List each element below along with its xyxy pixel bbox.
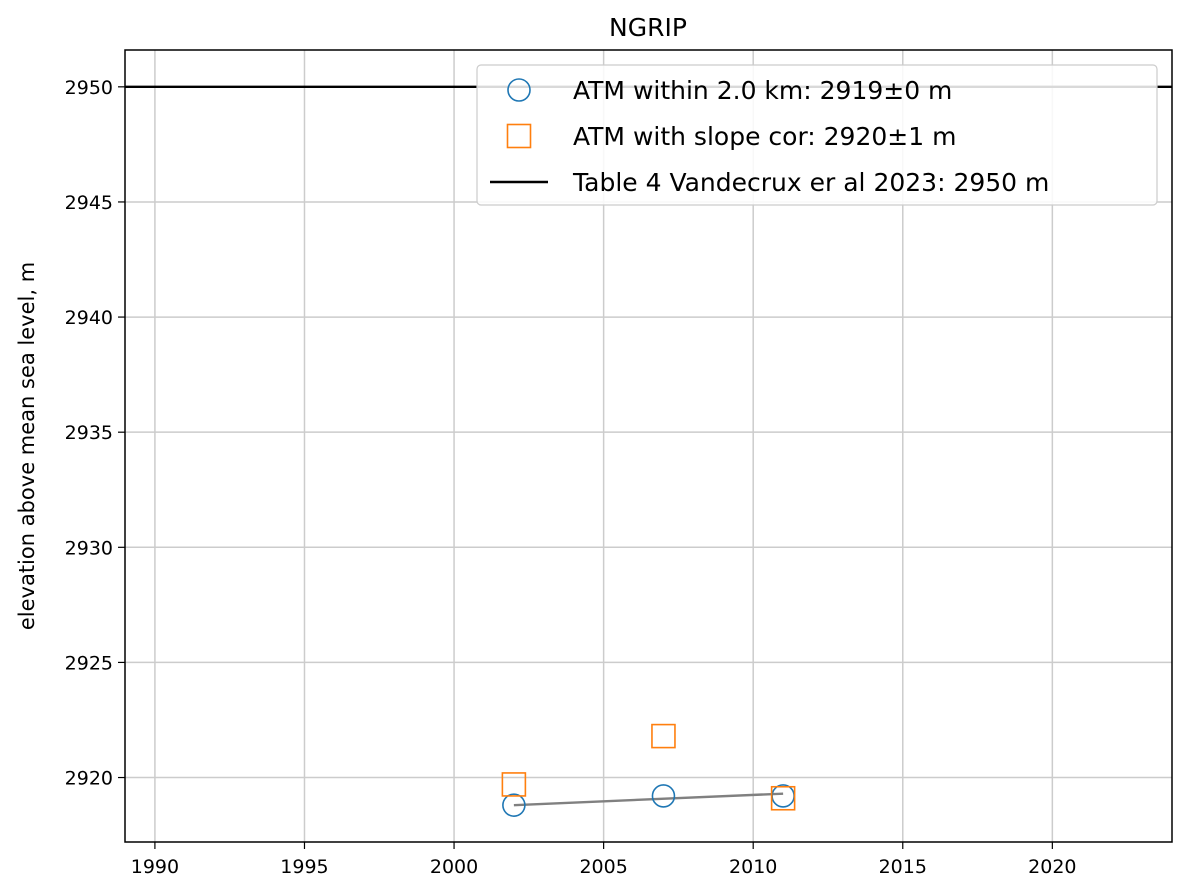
- legend-entries: ATM within 2.0 km: 2919±0 m ATM with slop…: [490, 76, 1049, 197]
- trend-line: [513, 792, 784, 807]
- trend-line-layer: [513, 792, 784, 807]
- y-axis-ticks: 2920 2925 2930 2935 2940 2945 2950: [65, 77, 125, 790]
- x-tick-label: 2020: [1028, 856, 1076, 878]
- square-marker: [651, 723, 676, 749]
- legend-circle-handle: [507, 78, 531, 102]
- legend-label: ATM within 2.0 km: 2919±0 m: [573, 76, 952, 105]
- x-tick-label: 2015: [879, 856, 927, 878]
- x-tick-label: 2000: [430, 856, 478, 878]
- legend-label: Table 4 Vandecrux er al 2023: 2950 m: [572, 168, 1049, 197]
- y-tick-label: 2935: [65, 422, 113, 444]
- legend-label: ATM with slope cor: 2920±1 m: [573, 122, 956, 151]
- x-axis-ticks: 1990 1995 2000 2005 2010 2015 2020: [131, 842, 1077, 878]
- y-tick-label: 2920: [65, 768, 113, 790]
- data-markers: [501, 723, 796, 817]
- circle-marker: [771, 784, 795, 808]
- x-tick-label: 2010: [729, 856, 777, 878]
- y-tick-label: 2950: [65, 77, 113, 99]
- x-tick-label: 1995: [280, 856, 328, 878]
- chart-title: NGRIP: [609, 13, 687, 42]
- legend: ATM within 2.0 km: 2919±0 m ATM with slop…: [476, 64, 1158, 206]
- square-marker: [770, 785, 796, 811]
- plot-frame: [124, 49, 1173, 843]
- y-tick-label: 2930: [65, 537, 113, 559]
- x-tick-label: 2005: [579, 856, 627, 878]
- square-marker: [501, 772, 527, 797]
- circle-marker: [502, 793, 526, 817]
- legend-box: [476, 64, 1158, 206]
- y-axis-label: elevation above mean sea level, m: [15, 262, 39, 630]
- y-tick-label: 2925: [65, 652, 113, 674]
- x-tick-label: 1990: [131, 856, 179, 878]
- y-tick-label: 2940: [65, 307, 113, 329]
- y-tick-label: 2945: [65, 192, 113, 214]
- legend-square-handle: [506, 123, 532, 149]
- circle-marker: [651, 784, 676, 808]
